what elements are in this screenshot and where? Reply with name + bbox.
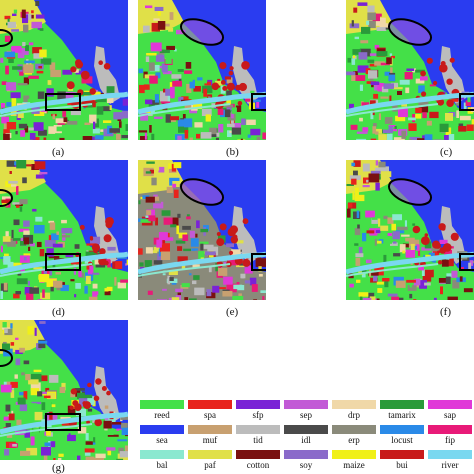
legend-swatch bbox=[380, 400, 424, 409]
classification-map bbox=[346, 0, 474, 140]
legend-swatch bbox=[332, 450, 376, 459]
panel-label-b: (b) bbox=[226, 146, 239, 158]
legend-label: maize bbox=[343, 460, 365, 470]
legend-item-sea: sea bbox=[138, 425, 186, 449]
legend-swatch bbox=[140, 450, 184, 459]
legend-label: tid bbox=[253, 435, 263, 445]
panel-label-e: (e) bbox=[226, 306, 239, 318]
panel-a bbox=[0, 0, 128, 140]
panel-f bbox=[346, 160, 474, 300]
panel-label-c: (c) bbox=[440, 146, 453, 158]
legend-item-soy: soy bbox=[282, 450, 330, 474]
legend-label: bui bbox=[396, 460, 408, 470]
class-legend: reed spa sfp sep drp tamarix sap sea muf tid idl e… bbox=[138, 400, 474, 474]
legend-item-sfp: sfp bbox=[234, 400, 282, 424]
legend-label: bal bbox=[156, 460, 168, 470]
legend-item-spa: spa bbox=[186, 400, 234, 424]
legend-swatch bbox=[380, 450, 424, 459]
legend-swatch bbox=[188, 425, 232, 434]
legend-label: spa bbox=[204, 410, 216, 420]
classification-map bbox=[138, 0, 266, 140]
legend-item-reed: reed bbox=[138, 400, 186, 424]
panel-label-g: (g) bbox=[52, 462, 65, 474]
legend-label: soy bbox=[299, 460, 313, 470]
legend-label: sea bbox=[156, 435, 168, 445]
legend-swatch bbox=[284, 400, 328, 409]
legend-item-erp: erp bbox=[330, 425, 378, 449]
legend-label: sfp bbox=[252, 410, 264, 420]
legend-label: locust bbox=[391, 435, 413, 445]
legend-swatch bbox=[188, 400, 232, 409]
classification-map bbox=[346, 160, 474, 300]
panel-b bbox=[138, 0, 266, 140]
classification-map bbox=[138, 160, 266, 300]
legend-swatch bbox=[140, 425, 184, 434]
legend-swatch bbox=[332, 425, 376, 434]
legend-item-sep: sep bbox=[282, 400, 330, 424]
legend-item-bal: bal bbox=[138, 450, 186, 474]
legend-label: tamarix bbox=[388, 410, 416, 420]
legend-label: reed bbox=[154, 410, 170, 420]
legend-item-fip: fip bbox=[426, 425, 474, 449]
panel-e bbox=[138, 160, 266, 300]
classification-map bbox=[0, 0, 128, 140]
panel-g bbox=[0, 320, 128, 460]
legend-label: cotton bbox=[246, 460, 270, 470]
legend-label: sap bbox=[444, 410, 456, 420]
legend-label: fip bbox=[445, 435, 455, 445]
legend-item-maize: maize bbox=[330, 450, 378, 474]
legend-item-paf: paf bbox=[186, 450, 234, 474]
legend-item-sap: sap bbox=[426, 400, 474, 424]
legend-swatch bbox=[428, 450, 472, 459]
legend-item-drp: drp bbox=[330, 400, 378, 424]
classification-map bbox=[0, 160, 128, 300]
legend-item-tamarix: tamarix bbox=[378, 400, 426, 424]
legend-swatch bbox=[236, 450, 280, 459]
legend-item-idl: idl bbox=[282, 425, 330, 449]
legend-label: drp bbox=[348, 410, 360, 420]
legend-row-1: reed spa sfp sep drp tamarix sap bbox=[138, 400, 474, 424]
legend-item-river: river bbox=[426, 450, 474, 474]
legend-swatch bbox=[284, 425, 328, 434]
panel-label-d: (d) bbox=[52, 306, 65, 318]
legend-swatch bbox=[140, 400, 184, 409]
legend-row-3: bal paf cotton soy maize bui river bbox=[138, 450, 474, 474]
legend-label: muf bbox=[202, 435, 218, 445]
legend-swatch bbox=[236, 425, 280, 434]
legend-label: river bbox=[441, 460, 459, 470]
legend-item-muf: muf bbox=[186, 425, 234, 449]
legend-label: sep bbox=[300, 410, 312, 420]
panel-d bbox=[0, 160, 128, 300]
legend-swatch bbox=[188, 450, 232, 459]
panel-label-a: (a) bbox=[52, 146, 65, 158]
legend-item-bui: bui bbox=[378, 450, 426, 474]
legend-label: erp bbox=[348, 435, 360, 445]
legend-swatch bbox=[332, 400, 376, 409]
legend-swatch bbox=[284, 450, 328, 459]
legend-item-locust: locust bbox=[378, 425, 426, 449]
legend-row-2: sea muf tid idl erp locust fip bbox=[138, 425, 474, 449]
legend-swatch bbox=[428, 400, 472, 409]
legend-label: idl bbox=[301, 435, 311, 445]
legend-swatch bbox=[380, 425, 424, 434]
legend-swatch bbox=[428, 425, 472, 434]
legend-item-cotton: cotton bbox=[234, 450, 282, 474]
legend-item-tid: tid bbox=[234, 425, 282, 449]
classification-map bbox=[0, 320, 128, 460]
legend-swatch bbox=[236, 400, 280, 409]
panel-c bbox=[346, 0, 474, 140]
panel-label-f: (f) bbox=[440, 306, 451, 318]
legend-label: paf bbox=[204, 460, 216, 470]
